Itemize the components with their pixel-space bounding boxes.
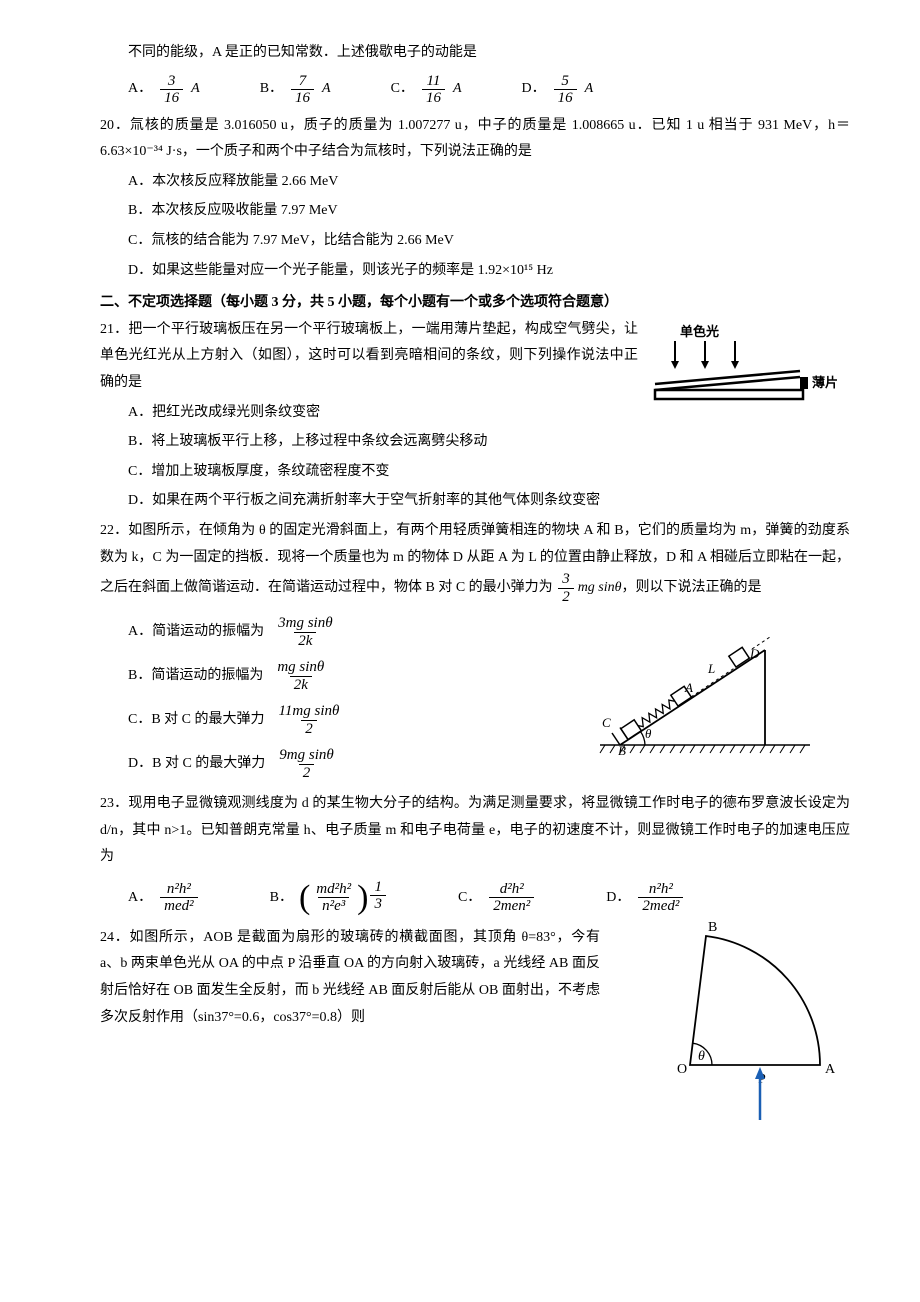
- q21-figure: 单色光 薄片: [650, 321, 850, 422]
- q23-B: B． ( md²h²n²e³ ) 13: [270, 881, 388, 915]
- svg-text:B: B: [618, 743, 626, 758]
- svg-text:A: A: [684, 680, 693, 695]
- svg-text:A: A: [825, 1062, 836, 1077]
- svg-text:D: D: [749, 646, 760, 661]
- svg-text:O: O: [677, 1062, 687, 1077]
- q20-D: D．如果这些能量对应一个光子能量，则该光子的频率是 1.92×10¹⁵ Hz: [128, 258, 850, 285]
- q21: 单色光 薄片 21．把一个平行玻璃板压在另一个平行玻璃板上，一端用薄片垫起，构成…: [70, 317, 850, 397]
- q19-preline: 不同的能级，A 是正的已知常数．上述俄歇电子的动能是: [70, 40, 850, 67]
- q22: 22．如图所示，在倾角为 θ 的固定光滑斜面上，有两个用轻质弹簧相连的物块 A …: [70, 518, 850, 605]
- q24: O A B θ P 24．如图所示，AOB 是截面为扇形的玻璃砖的横截面图，其顶…: [70, 925, 850, 1031]
- q23-C: C． d²h²2men²: [458, 881, 536, 915]
- svg-text:L: L: [707, 661, 715, 676]
- q19-options: A． 316 A B． 716 A C． 1116 A D． 516 A: [70, 73, 850, 107]
- q19-opt-D: D． 516 A: [522, 73, 594, 107]
- q21-D: D．如果在两个平行板之间充满折射率大于空气折射率的其他气体则条纹变密: [128, 488, 850, 515]
- q20-C: C．氚核的结合能为 7.97 MeV，比结合能为 2.66 MeV: [128, 228, 850, 255]
- q19-opt-B: B． 716 A: [260, 73, 331, 107]
- svg-text:B: B: [708, 920, 717, 935]
- q19-opt-A: A． 316 A: [128, 73, 200, 107]
- q20-B: B．本次核反应吸收能量 7.97 MeV: [128, 198, 850, 225]
- q23-D: D． n²h²2med²: [606, 881, 685, 915]
- q22-options: θ C B A L D A．简谐运动: [70, 615, 850, 781]
- q23-A: A． n²h²med²: [128, 881, 200, 915]
- q23-options: A． n²h²med² B． ( md²h²n²e³ ) 13 C． d²h²2…: [70, 881, 850, 915]
- q21-C: C．增加上玻璃板厚度，条纹疏密程度不变: [128, 459, 850, 486]
- section2-head: 二、不定项选择题（每小题 3 分，共 5 小题，每个小题有一个或多个选项符合题意…: [70, 290, 850, 317]
- q20-options: A．本次核反应释放能量 2.66 MeV B．本次核反应吸收能量 7.97 Me…: [70, 169, 850, 284]
- svg-text:C: C: [602, 715, 611, 730]
- q19-opt-C: C． 1116 A: [391, 73, 462, 107]
- q20: 20．氚核的质量是 3.016050 u，质子的质量为 1.007277 u，中…: [70, 113, 850, 166]
- svg-text:薄片: 薄片: [812, 375, 838, 390]
- svg-text:θ: θ: [698, 1049, 705, 1064]
- q23: 23．现用电子显微镜观测线度为 d 的某生物大分子的结构。为满足测量要求，将显微…: [70, 791, 850, 871]
- q20-A: A．本次核反应释放能量 2.66 MeV: [128, 169, 850, 196]
- svg-text:单色光: 单色光: [680, 324, 719, 339]
- q21-B: B．将上玻璃板平行上移，上移过程中条纹会远离劈尖移动: [128, 429, 850, 456]
- q24-figure: O A B θ P: [670, 915, 850, 1136]
- q22-figure: θ C B A L D: [590, 625, 820, 776]
- svg-text:θ: θ: [645, 726, 652, 741]
